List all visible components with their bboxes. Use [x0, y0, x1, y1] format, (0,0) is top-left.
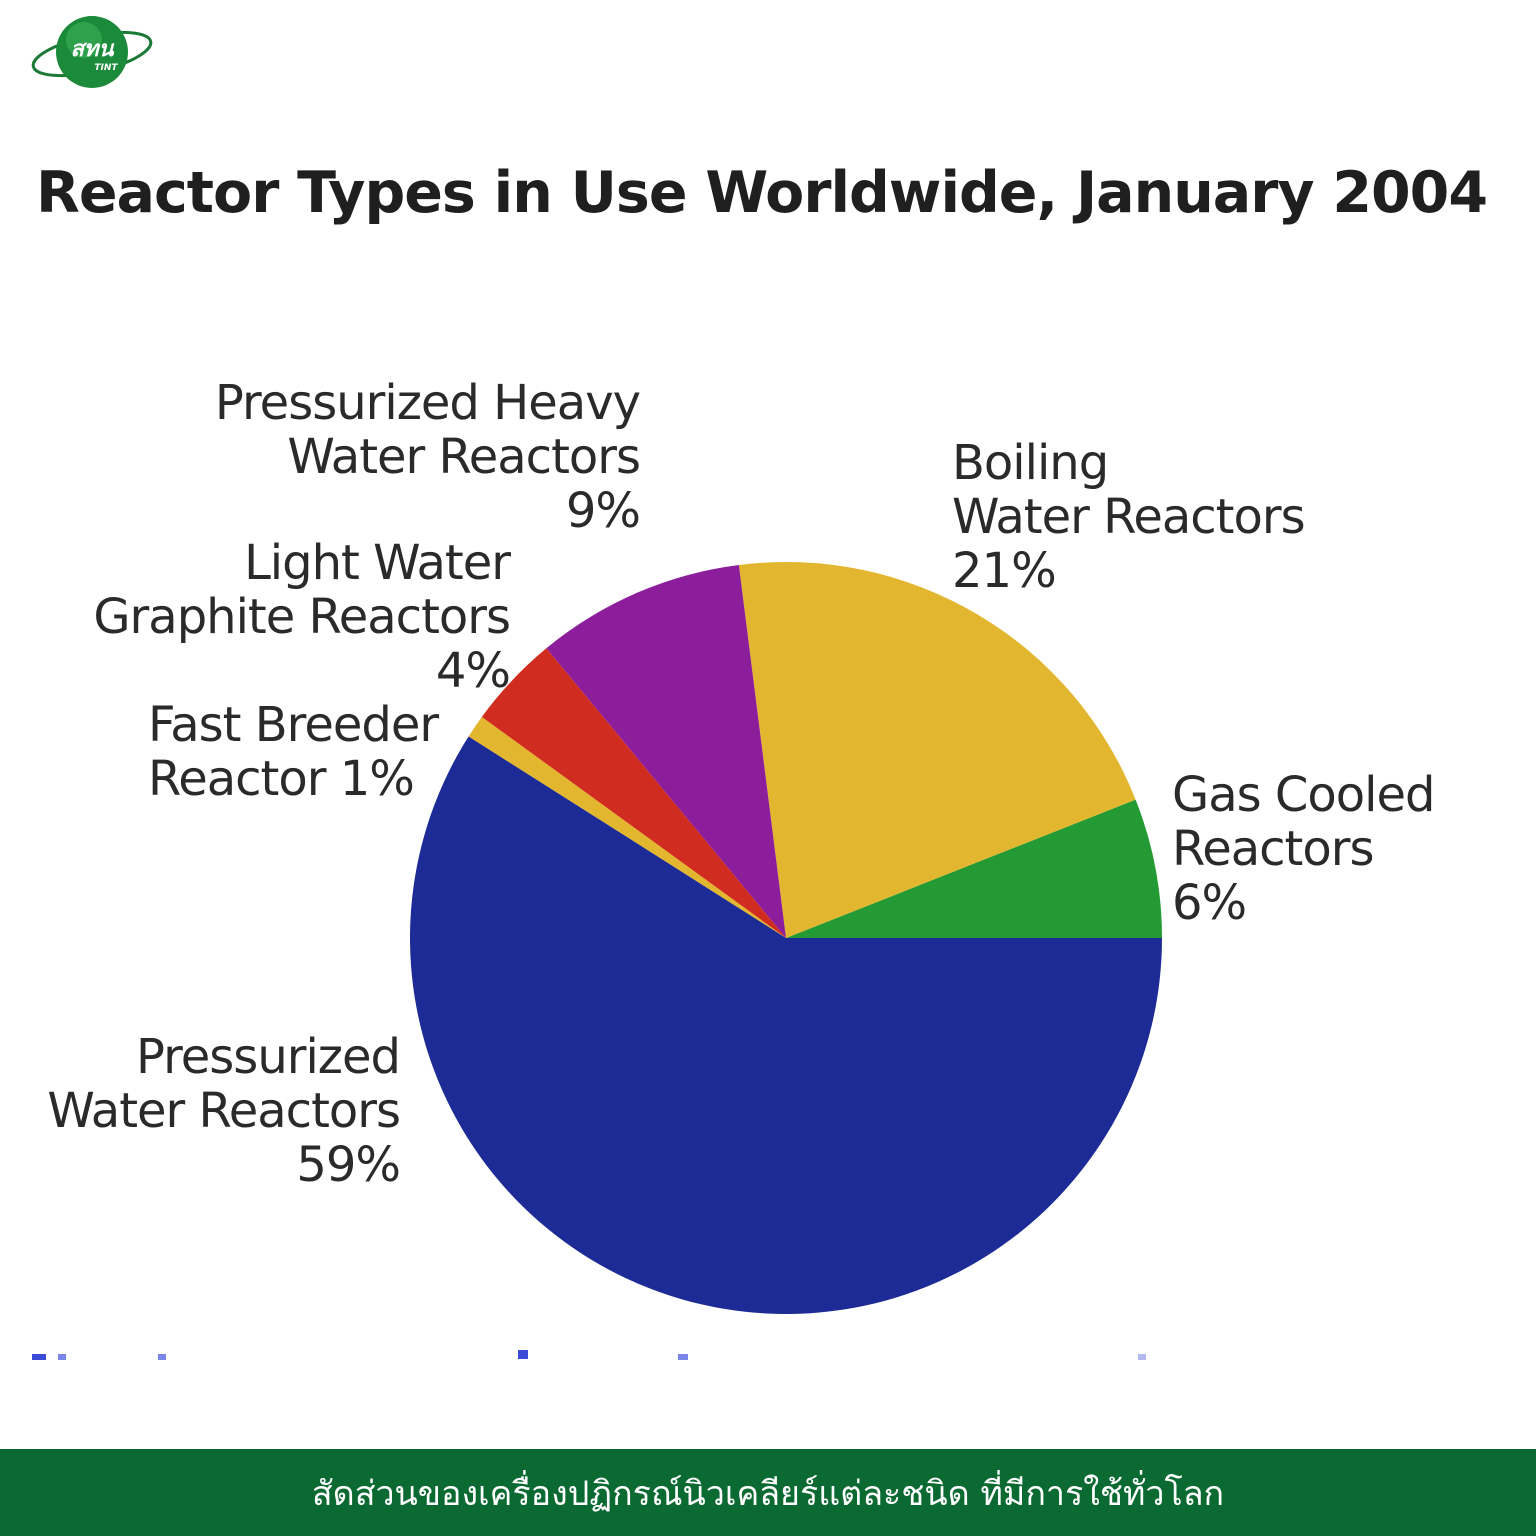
pie-slice-gas-cooled-reactors: [786, 799, 1162, 938]
label-phw-pct: 9%: [565, 483, 641, 539]
label-gas-cooled: Gas Cooled Reactors 6%: [1172, 767, 1435, 931]
footer-caption: สัดส่วนของเครื่องปฏิกรณ์นิวเคลียร์แต่ละช…: [311, 1473, 1225, 1514]
label-boiling-water-line2: Water Reactors: [952, 489, 1306, 545]
label-lwg-line1: Light Water: [244, 535, 511, 591]
chart-title: Reactor Types in Use Worldwide, January …: [36, 160, 1488, 226]
label-pw-line1: Pressurized: [135, 1029, 401, 1085]
label-gas-cooled-pct: 6%: [1172, 875, 1247, 931]
label-boiling-water-line1: Boiling: [952, 435, 1109, 491]
label-boiling-water-pct: 21%: [952, 543, 1057, 599]
label-lwg-line2: Graphite Reactors: [93, 589, 511, 645]
pie-slice-fast-breeder-reactor: [468, 716, 786, 938]
label-fast-breeder-line2: Reactor 1%: [148, 751, 415, 807]
decorative-dots: [32, 1350, 1146, 1360]
label-gas-cooled-line1: Gas Cooled: [1172, 767, 1435, 823]
label-boiling-water: Boiling Water Reactors 21%: [952, 435, 1306, 599]
pie-slice-pressurized-heavy-water-reactors: [546, 564, 786, 938]
logo-subtext: TINT: [94, 63, 118, 73]
pie-slice-pressurized-water-reactors: [410, 736, 1162, 1314]
label-pressurized-water: Pressurized Water Reactors 59%: [20, 1029, 401, 1193]
label-fast-breeder-line1: Fast Breeder: [148, 697, 439, 753]
tint-logo: สทน TINT: [28, 10, 158, 94]
footer-caption-bar: สัดส่วนของเครื่องปฏิกรณ์นิวเคลียร์แต่ละช…: [0, 1449, 1536, 1536]
pie-slice-boiling-water-reactors: [738, 561, 1136, 938]
label-fast-breeder: Fast Breeder Reactor 1%: [148, 697, 439, 807]
label-phw-line1: Pressurized Heavy: [214, 375, 641, 431]
label-pw-line2: Water Reactors: [47, 1083, 401, 1139]
label-lwg-pct: 4%: [435, 643, 511, 699]
logo-text: สทน: [71, 37, 115, 62]
label-light-water-graphite: Light Water Graphite Reactors 4%: [60, 535, 511, 699]
label-pressurized-heavy-water: Pressurized Heavy Water Reactors 9%: [200, 375, 641, 539]
label-phw-line2: Water Reactors: [287, 429, 641, 485]
label-gas-cooled-line2: Reactors: [1172, 821, 1374, 877]
pie-slice-light-water-graphite-reactors: [481, 648, 786, 938]
label-pw-pct: 59%: [296, 1137, 401, 1193]
